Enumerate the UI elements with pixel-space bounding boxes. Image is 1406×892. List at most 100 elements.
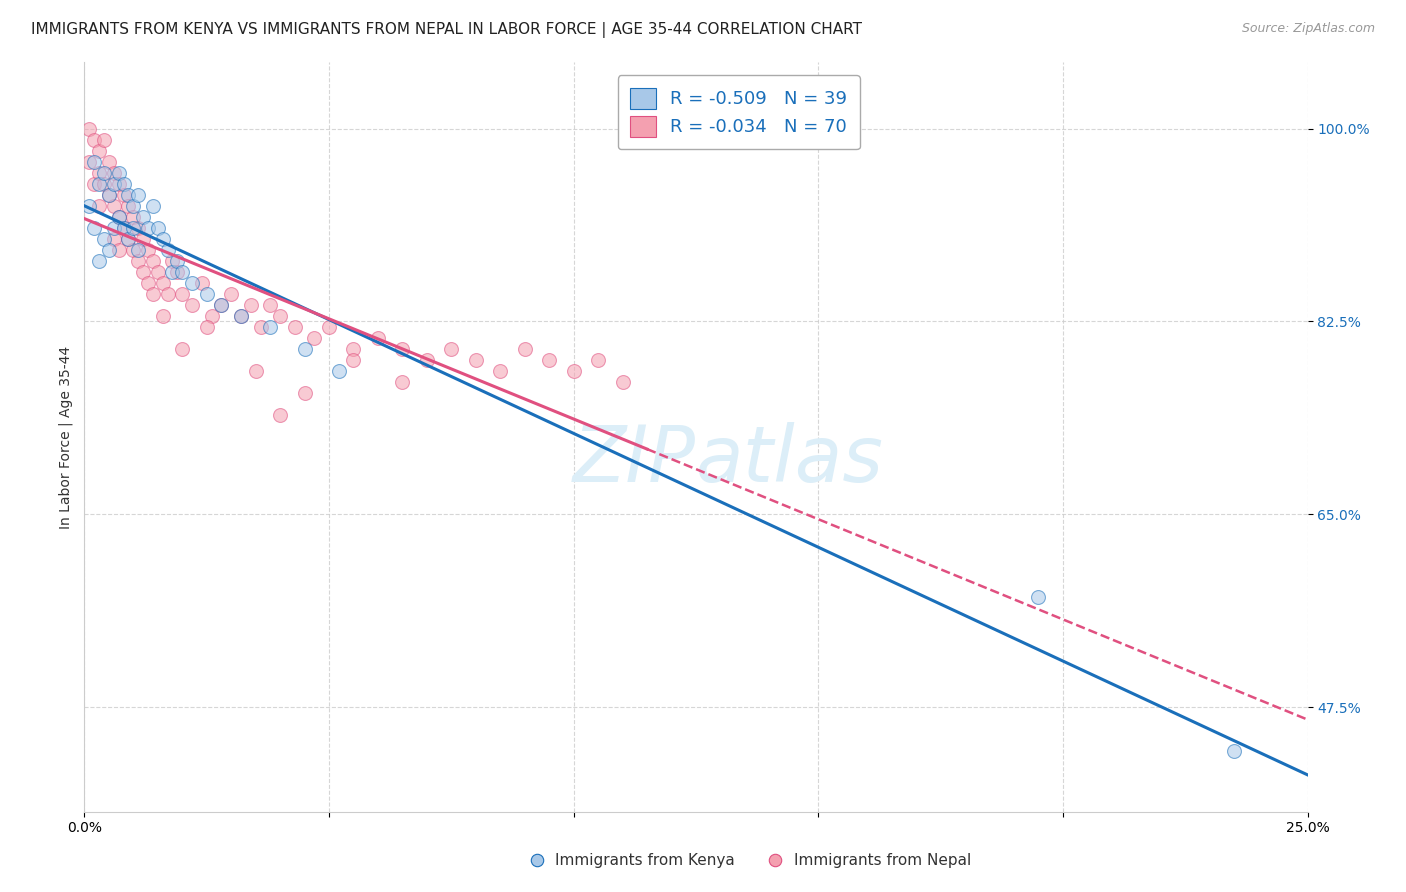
Point [318,319,340,334]
Point [93,232,115,246]
Point [172,265,194,279]
Text: Immigrants from Kenya: Immigrants from Kenya [555,853,735,868]
Point [77,199,100,213]
Point [269,408,291,422]
Point [107,166,129,180]
Point [245,364,267,378]
Point [191,276,214,290]
Point [284,319,307,334]
Point [117,232,139,246]
Point [209,298,232,312]
Point [87,166,110,180]
Point [127,253,149,268]
Point [440,342,463,356]
Point [162,253,184,268]
Point [249,319,271,334]
Point [294,386,316,401]
Point [122,210,145,224]
Point [146,265,169,279]
Point [112,220,135,235]
Point [122,199,145,213]
Point [83,177,105,191]
Point [117,199,139,213]
Point [103,177,125,191]
Point [562,364,585,378]
Point [367,331,389,345]
Point [416,353,439,368]
Text: IMMIGRANTS FROM KENYA VS IMMIGRANTS FROM NEPAL IN LABOR FORCE | AGE 35-44 CORREL: IMMIGRANTS FROM KENYA VS IMMIGRANTS FROM… [31,22,862,38]
Point [195,319,218,334]
Point [464,353,486,368]
Point [103,166,125,180]
Point [117,232,139,246]
Point [328,364,350,378]
Point [93,177,115,191]
Point [122,243,145,257]
Point [142,253,165,268]
Point [586,353,609,368]
Point [513,342,536,356]
Point [132,232,155,246]
Point [229,309,252,323]
Point [489,364,512,378]
Point [391,342,413,356]
Y-axis label: In Labor Force | Age 35-44: In Labor Force | Age 35-44 [59,345,73,529]
Point [103,220,125,235]
Point [142,199,165,213]
Point [97,154,120,169]
Point [136,276,159,290]
Point [259,319,281,334]
Point [87,144,110,158]
Point [391,375,413,389]
Point [93,132,115,146]
Point [136,243,159,257]
Point [342,342,364,356]
Point [127,220,149,235]
Point [156,286,179,301]
Point [181,298,204,312]
Point [146,220,169,235]
Point [1223,744,1246,758]
Point [156,243,179,257]
Point [103,232,125,246]
Point [269,309,291,323]
Point [142,286,165,301]
Point [87,253,110,268]
Point [77,121,100,136]
Legend: R = -0.509   N = 39, R = -0.034   N = 70: R = -0.509 N = 39, R = -0.034 N = 70 [617,75,860,150]
Point [209,298,232,312]
Point [239,298,262,312]
Point [538,353,561,368]
Point [152,232,174,246]
Point [83,154,105,169]
Point [136,220,159,235]
Point [122,220,145,235]
Point [259,298,281,312]
Text: Source: ZipAtlas.com: Source: ZipAtlas.com [1241,22,1375,36]
Point [112,187,135,202]
Point [103,199,125,213]
Point [127,187,149,202]
Point [97,243,120,257]
Text: Immigrants from Nepal: Immigrants from Nepal [794,853,972,868]
Point [172,286,194,301]
Point [107,210,129,224]
Point [342,353,364,368]
Point [112,177,135,191]
Point [112,220,135,235]
Point [612,375,634,389]
Point [166,265,188,279]
Point [132,265,155,279]
Point [132,210,155,224]
Point [93,166,115,180]
Point [77,154,100,169]
Point [172,342,194,356]
Point [304,331,326,345]
Point [107,210,129,224]
Point [294,342,316,356]
Point [83,132,105,146]
Point [97,187,120,202]
Point [166,253,188,268]
Point [87,199,110,213]
Point [200,309,222,323]
